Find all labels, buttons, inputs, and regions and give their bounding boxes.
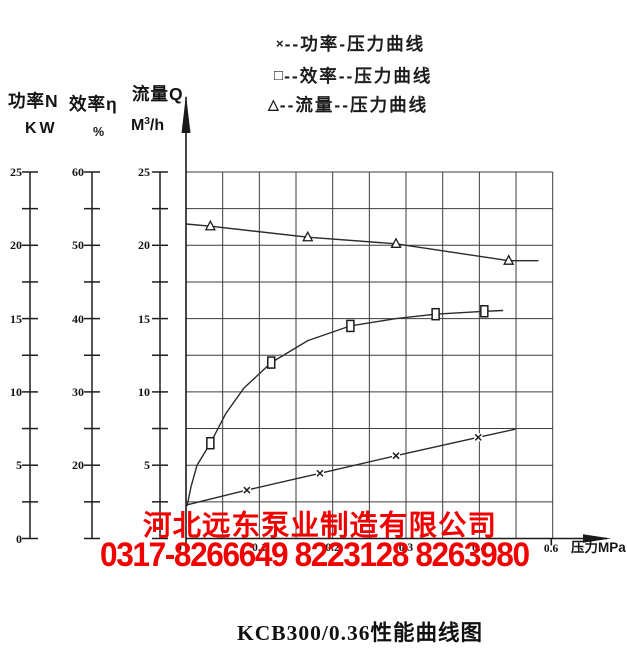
flow-curve — [185, 219, 539, 265]
flow-scale-axis — [152, 171, 168, 540]
power-tick-label: 20 — [10, 238, 22, 253]
efficiency-tick-label: 40 — [72, 311, 84, 326]
triangle-data-marker — [302, 230, 314, 242]
flow-unit-m: M — [131, 117, 145, 134]
flow-tick-label: 20 — [138, 238, 150, 253]
x-data-marker — [392, 451, 401, 460]
efficiency-curve — [186, 305, 504, 507]
x-marker-icon: × — [276, 36, 284, 51]
watermark-company: 河北远东泵业制造有限公司 — [143, 510, 498, 542]
flow-unit-rest: /h — [149, 117, 165, 134]
triangle-marker-icon: △ — [268, 96, 279, 112]
flow-tick-label: 10 — [138, 384, 150, 399]
chart-title: KCB300/0.36性能曲线图 — [237, 621, 483, 645]
square-data-marker — [480, 305, 489, 318]
legend-power-label: --功率-压力曲线 — [284, 34, 426, 54]
efficiency-tick-label: 30 — [72, 384, 84, 399]
legend-item-power: × --功率-压力曲线 — [276, 31, 425, 56]
power-curve — [186, 428, 516, 506]
flow-tick-label: 15 — [138, 311, 150, 326]
efficiency-tick-label: 60 — [72, 165, 84, 179]
x-tick-end: 0.6 — [543, 543, 559, 555]
pressure-axis-label: 压力MPa — [571, 540, 626, 555]
triangle-data-marker — [503, 254, 515, 265]
legend-efficiency-label: --效率--压力曲线 — [284, 66, 433, 86]
square-data-marker — [266, 356, 276, 369]
power-tick-label: 25 — [10, 165, 22, 179]
triangle-data-marker — [390, 237, 402, 248]
x-data-marker — [315, 469, 324, 478]
flow-unit-sup: 3 — [144, 116, 150, 127]
legend-item-flow: △ --流量--压力曲线 — [268, 92, 428, 117]
power-tick-label: 5 — [16, 458, 22, 473]
x-tick-origin: 0 — [176, 542, 182, 554]
watermark-phone-numbers: 0317-8266649 8223128 8263980 — [100, 536, 530, 574]
square-data-marker — [206, 436, 215, 450]
triangle-data-marker — [204, 219, 216, 231]
main-axes — [185, 97, 607, 554]
square-marker-icon: □ — [274, 67, 284, 84]
power-scale-axis — [22, 171, 38, 540]
x-tick-label-hidden: 0.3 — [398, 542, 414, 554]
legend-flow-label: --流量--压力曲线 — [279, 95, 429, 115]
legend-item-efficiency: □ --效率--压力曲线 — [274, 63, 432, 88]
efficiency-scale-axis — [84, 171, 100, 540]
power-tick-label: 0 — [16, 531, 22, 546]
flow-tick-label: 25 — [138, 165, 150, 179]
efficiency-tick-label: 20 — [72, 458, 84, 473]
square-data-marker — [346, 319, 355, 333]
y-axis-arrow-icon — [181, 95, 191, 133]
efficiency-axis-title: 效率η — [69, 94, 118, 114]
flow-axis-title: 流量Q — [132, 84, 184, 104]
x-tick-label-hidden: 0.4 — [472, 542, 487, 554]
power-tick-label: 15 — [10, 311, 22, 326]
x-data-marker — [474, 433, 483, 442]
power-tick-label: 10 — [10, 384, 22, 399]
x-data-marker — [242, 486, 251, 495]
x-tick-label-hidden: 0.1 — [252, 542, 267, 554]
square-data-marker — [431, 307, 440, 321]
power-axis-unit: KW — [25, 120, 58, 137]
x-tick-label-hidden: 0.2 — [325, 542, 340, 554]
flow-tick-label: 5 — [144, 458, 150, 473]
efficiency-tick-label: 50 — [72, 238, 84, 253]
x-axis-arrow-icon — [583, 534, 611, 543]
grid — [185, 171, 554, 539]
efficiency-axis-unit: % — [93, 125, 105, 139]
flow-axis-unit: M3/h — [131, 116, 165, 135]
power-axis-title: 功率N — [8, 91, 59, 111]
